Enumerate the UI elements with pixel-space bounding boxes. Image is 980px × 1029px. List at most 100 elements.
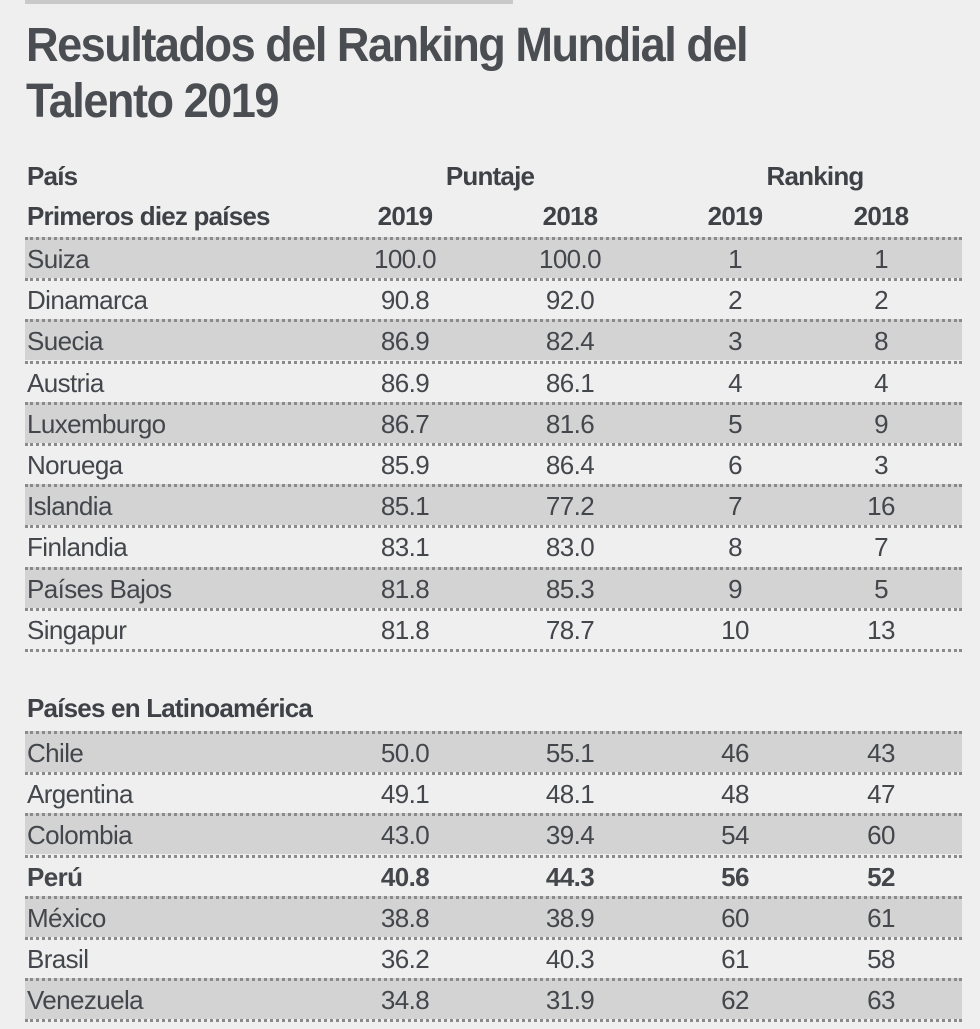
cell-rank-2019: 61 [721, 944, 749, 974]
cell-rank-2018: 8 [874, 326, 888, 357]
header-row-years: Primeros diez países 2019 2018 2019 2018 [25, 197, 962, 233]
cell-rank-2019: 46 [721, 738, 749, 768]
cell-rank-2019: 62 [721, 985, 749, 1016]
column-group-ranking: Ranking [766, 161, 865, 191]
table-row: Venezuela 34.8 31.9 62 63 [25, 978, 962, 1020]
table-row: Dinamarca 90.8 92.0 2 2 [25, 278, 962, 319]
table-row: Países Bajos 81.8 85.3 9 5 [25, 566, 962, 608]
cell-score-2019: 34.8 [380, 985, 430, 1016]
table-row: Perú 40.8 44.3 56 52 [25, 854, 962, 896]
page-title: Resultados del Ranking Mundial del Talen… [26, 19, 749, 128]
cell-country: Dinamarca [27, 285, 148, 316]
cell-rank-2019: 7 [728, 491, 742, 522]
cell-country: Islandia [27, 491, 112, 522]
cell-rank-2019: 54 [721, 820, 749, 851]
section-bottom-rule [25, 649, 962, 652]
cell-rank-2019: 3 [728, 326, 742, 357]
cell-score-2019: 49.1 [380, 779, 430, 810]
cell-country: Países Bajos [27, 573, 172, 604]
cell-score-2019: 85.9 [380, 450, 430, 480]
cell-rank-2018: 52 [867, 861, 895, 892]
cell-score-2018: 40.3 [545, 944, 595, 974]
cell-rank-2018: 5 [874, 573, 888, 604]
table-row: Singapur 81.8 78.7 10 13 [25, 607, 962, 649]
table-row: Chile 50.0 55.1 46 43 [25, 731, 962, 772]
table-row: Brasil 36.2 40.3 61 58 [25, 937, 962, 978]
cell-country: México [27, 902, 106, 933]
cell-score-2018: 78.7 [545, 614, 595, 645]
cell-score-2019: 86.7 [380, 408, 430, 439]
cell-rank-2019: 60 [721, 902, 749, 933]
cell-score-2018: 86.4 [545, 450, 595, 480]
cell-rank-2018: 43 [867, 738, 895, 768]
cell-score-2018: 31.9 [545, 985, 595, 1016]
section-label-top-ten: Primeros diez países [27, 201, 270, 231]
cell-country: Perú [27, 861, 83, 892]
cell-rank-2018: 60 [867, 820, 895, 851]
cell-rank-2018: 4 [874, 367, 888, 398]
cell-rank-2018: 13 [867, 614, 895, 645]
cell-score-2018: 100.0 [538, 244, 602, 274]
cell-country: Luxemburgo [27, 408, 166, 439]
cell-rank-2018: 3 [874, 450, 888, 480]
cell-country: Argentina [27, 779, 134, 810]
cell-score-2018: 82.4 [545, 326, 595, 357]
cell-country: Noruega [27, 450, 123, 480]
cell-rank-2019: 56 [721, 861, 749, 892]
table-row: Argentina 49.1 48.1 48 47 [25, 772, 962, 813]
cell-rank-2019: 8 [728, 532, 742, 563]
cell-score-2018: 44.3 [545, 861, 595, 892]
column-header-country: País [27, 161, 78, 191]
cell-rank-2019: 9 [728, 573, 742, 604]
column-header-score-2018: 2018 [542, 201, 598, 231]
column-header-rank-2018: 2018 [853, 201, 909, 231]
cell-score-2018: 39.4 [545, 820, 595, 851]
table-row: Austria 86.9 86.1 4 4 [25, 360, 962, 402]
cell-score-2018: 55.1 [545, 738, 595, 768]
cell-score-2018: 85.3 [545, 573, 595, 604]
table-row: Islandia 85.1 77.2 7 16 [25, 484, 962, 526]
cell-score-2019: 83.1 [380, 532, 430, 563]
cell-score-2019: 43.0 [380, 820, 430, 851]
cell-score-2018: 92.0 [545, 285, 595, 316]
cell-score-2019: 81.8 [380, 614, 430, 645]
cell-rank-2019: 6 [728, 450, 742, 480]
cell-score-2019: 85.1 [380, 491, 430, 522]
column-header-rank-2019: 2019 [707, 201, 763, 231]
cell-score-2019: 36.2 [380, 944, 430, 974]
cell-country: Chile [27, 738, 84, 768]
cell-rank-2018: 7 [874, 532, 888, 563]
cell-score-2019: 90.8 [380, 285, 430, 316]
section-bottom-rule [25, 1019, 962, 1023]
cell-rank-2018: 2 [874, 285, 888, 316]
cell-rank-2018: 16 [867, 491, 895, 522]
cell-score-2018: 48.1 [545, 779, 595, 810]
table-row: Suiza 100.0 100.0 1 1 [25, 237, 962, 278]
cell-country: Austria [27, 367, 104, 398]
cell-score-2018: 86.1 [545, 367, 595, 398]
cell-score-2018: 81.6 [545, 408, 595, 439]
cell-score-2019: 40.8 [380, 861, 430, 892]
section-label-latam: Países en Latinoamérica [27, 693, 313, 723]
cell-score-2019: 100.0 [373, 244, 437, 274]
cell-rank-2019: 4 [728, 367, 742, 398]
cell-rank-2018: 47 [867, 779, 895, 810]
cell-country: Finlandia [27, 532, 128, 563]
cell-country: Colombia [27, 820, 133, 851]
cell-country: Suiza [27, 244, 90, 274]
cell-score-2018: 83.0 [545, 532, 595, 563]
column-header-score-2019: 2019 [377, 201, 433, 231]
cell-rank-2019: 10 [721, 614, 749, 645]
cell-rank-2019: 1 [728, 244, 742, 274]
cell-score-2018: 38.9 [545, 902, 595, 933]
cell-rank-2018: 63 [867, 985, 895, 1016]
cell-country: Suecia [27, 326, 104, 357]
cell-country: Venezuela [27, 985, 144, 1016]
cell-rank-2018: 9 [874, 408, 888, 439]
cell-rank-2019: 5 [728, 408, 742, 439]
cell-score-2019: 38.8 [380, 902, 430, 933]
table-row: Luxemburgo 86.7 81.6 5 9 [25, 401, 962, 443]
cell-rank-2018: 58 [867, 944, 895, 974]
table-row: Colombia 43.0 39.4 54 60 [25, 813, 962, 855]
cell-rank-2019: 2 [728, 285, 742, 316]
